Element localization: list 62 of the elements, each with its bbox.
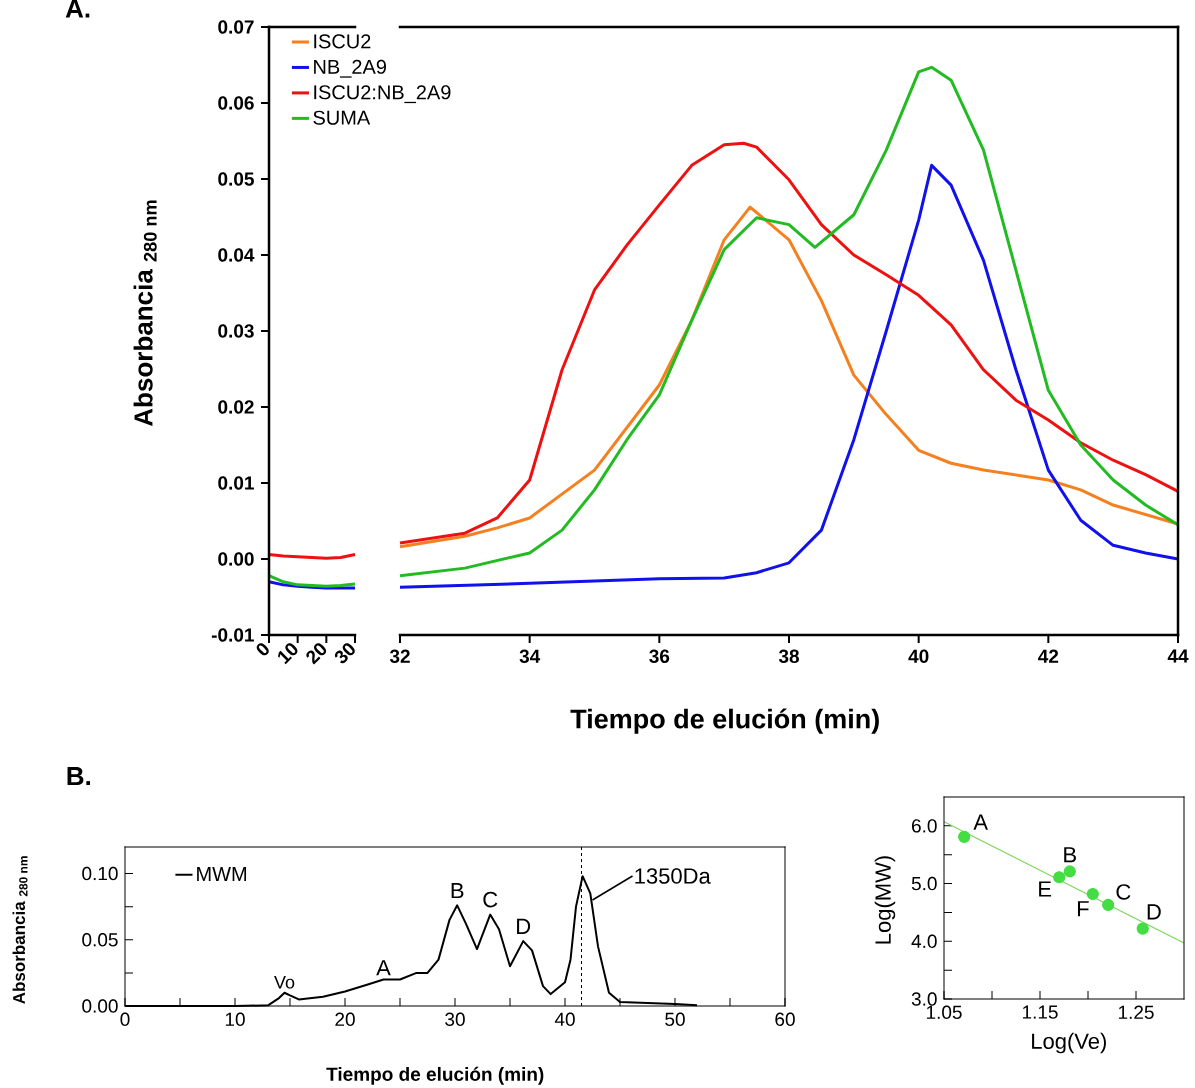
y-tick-label: 0.00 — [82, 999, 118, 1013]
y-tick-label: 0.00 — [218, 552, 254, 566]
y-tick-label: 5.0 — [911, 876, 937, 891]
y-tick-label: 0.05 — [218, 172, 254, 186]
y-tick-label: 0.07 — [218, 20, 254, 34]
x-tick-label: 0 — [120, 1012, 130, 1026]
x-tick-label: 32 — [389, 649, 410, 664]
x-tick-label: 42 — [1038, 649, 1059, 663]
y-tick-label: -0.01 — [211, 628, 254, 642]
annotation: F — [1077, 901, 1089, 917]
x-tick-label: 30 — [445, 1012, 465, 1026]
y-tick-label: 4.0 — [911, 934, 937, 949]
y-tick-label: 0.03 — [218, 324, 254, 338]
annotation: D — [517, 918, 531, 934]
y-tick-label: 0.05 — [82, 933, 118, 947]
x-tick-label: 60 — [775, 1012, 795, 1026]
y-axis-title: Absorbancia $_{280 nm}$ — [12, 856, 28, 1004]
y-tick-label: 0.01 — [218, 476, 254, 490]
x-tick-label: 20 — [306, 643, 327, 665]
x-tick-label: 1.25 — [1118, 1005, 1154, 1019]
x-tick-label: 40 — [554, 1012, 575, 1026]
legend-label: NB_2A9 — [314, 59, 386, 78]
annotation: D — [1147, 904, 1161, 920]
x-axis-title: Tiempo de elución (min) — [570, 708, 879, 734]
x-tick-label: 1.15 — [1022, 1005, 1058, 1019]
annotation: B — [451, 882, 464, 899]
y-axis-title: Absorbancia $_{280 nm}$ — [133, 200, 157, 427]
x-tick-label: 10 — [225, 1012, 245, 1026]
y-tick-label: 0.10 — [82, 866, 118, 881]
annotation: B — [1064, 847, 1076, 863]
legend-label: MWM — [197, 867, 247, 881]
y-tick-label: 0.06 — [218, 96, 254, 110]
x-tick-label: 36 — [649, 649, 670, 664]
x-tick-label: 20 — [335, 1012, 355, 1026]
annotation: A — [376, 960, 391, 976]
annotation: 1350Da — [635, 868, 711, 884]
annotation: C — [483, 891, 498, 908]
x-tick-label: 1.05 — [926, 1005, 962, 1019]
x-axis-title: Tiempo de elución (min) — [326, 1066, 544, 1085]
x-tick-label: 34 — [519, 649, 541, 664]
x-tick-label: 10 — [278, 643, 298, 665]
y-tick-label: 3.0 — [911, 992, 937, 1006]
chart-title: A. — [65, 0, 90, 18]
x-tick-label: 40 — [908, 649, 929, 663]
y-tick-label: 6.0 — [912, 819, 937, 833]
legend-label: ISCU2:NB_2A9 — [314, 85, 451, 104]
annotation: Vo — [274, 976, 295, 989]
x-axis-title: Log(Ve) — [1032, 1032, 1106, 1054]
y-tick-label: 0.04 — [218, 248, 255, 262]
y-tick-label: 0.02 — [218, 400, 254, 414]
x-tick-label: 38 — [778, 649, 799, 664]
x-tick-label: 50 — [665, 1012, 685, 1026]
legend-label: ISCU2 — [314, 34, 371, 49]
x-tick-label: 0 — [256, 643, 269, 656]
chart-title: B. — [67, 767, 90, 786]
y-axis-title: Log(MW) — [874, 856, 896, 944]
legend-label: SUMA — [313, 110, 371, 125]
annotation: A — [973, 814, 988, 830]
x-tick-label: 44 — [1167, 649, 1189, 663]
annotation: E — [1039, 881, 1052, 897]
x-tick-label: 30 — [334, 643, 355, 664]
annotation: C — [1116, 884, 1131, 900]
